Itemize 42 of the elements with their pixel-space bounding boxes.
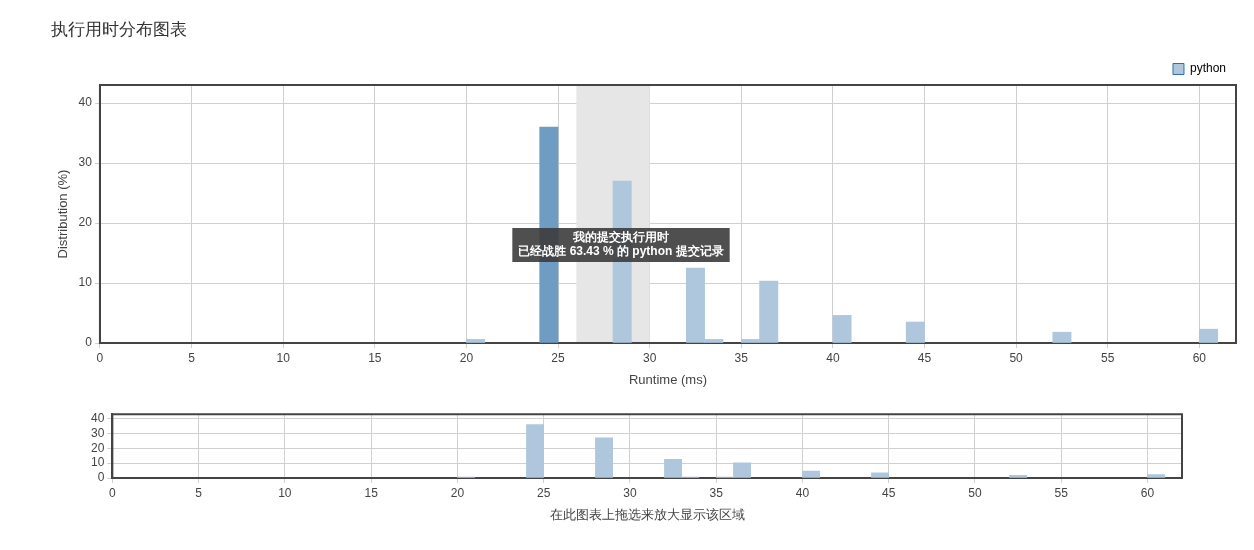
x-tick-label: 35 (734, 350, 749, 365)
x-tick-label: 60 (1140, 485, 1155, 500)
x-tick-label: 60 (1192, 350, 1207, 365)
y-tick-label: 40 (78, 95, 93, 110)
y-tick-label: 20 (78, 215, 93, 230)
x-axis-title: 在此图表上拖选来放大显示该区域 (549, 506, 745, 522)
y-tick-label: 0 (97, 470, 105, 485)
x-tick-label: 45 (917, 350, 932, 365)
x-tick-label: 20 (450, 485, 465, 500)
x-tick-label: 40 (826, 350, 840, 365)
x-tick-label: 55 (1054, 485, 1069, 500)
y-tick-label: 40 (90, 410, 105, 425)
y-tick-label: 10 (90, 455, 105, 470)
x-tick-label: 40 (795, 485, 810, 500)
x-tick-label: 30 (623, 485, 637, 500)
annotation: 我的提交执行用时 (572, 230, 669, 245)
x-tick-label: 0 (109, 485, 116, 500)
x-tick-label: 50 (968, 485, 982, 500)
x-tick-label: 10 (278, 485, 292, 500)
y-tick-label: 30 (78, 155, 93, 170)
y-tick-label: 0 (85, 335, 93, 350)
y-tick-label: 10 (78, 275, 93, 290)
legend-label: python (1189, 61, 1226, 76)
x-tick-label: 10 (276, 350, 291, 365)
x-tick-label: 20 (459, 350, 474, 365)
x-tick-label: 50 (1009, 350, 1024, 365)
x-tick-label: 30 (642, 350, 657, 365)
x-tick-label: 5 (188, 350, 196, 365)
annotation: 已经战胜 63.43 % 的 python 提交记录 (518, 244, 724, 259)
x-tick-label: 55 (1101, 350, 1115, 365)
y-tick-label: 20 (90, 440, 105, 455)
x-tick-label: 5 (195, 485, 203, 500)
y-tick-label: 30 (90, 425, 105, 440)
x-tick-label: 25 (551, 350, 566, 365)
y-axis-title: Distribution (%) (55, 169, 71, 259)
chart-title: 执行用时分布图表 (50, 19, 188, 41)
x-tick-label: 35 (709, 485, 724, 500)
x-tick-label: 15 (364, 485, 379, 500)
x-tick-label: 25 (536, 485, 551, 500)
x-tick-label: 45 (882, 485, 896, 500)
x-axis-title: Runtime (ms) (628, 371, 707, 387)
x-tick-label: 15 (368, 350, 382, 365)
